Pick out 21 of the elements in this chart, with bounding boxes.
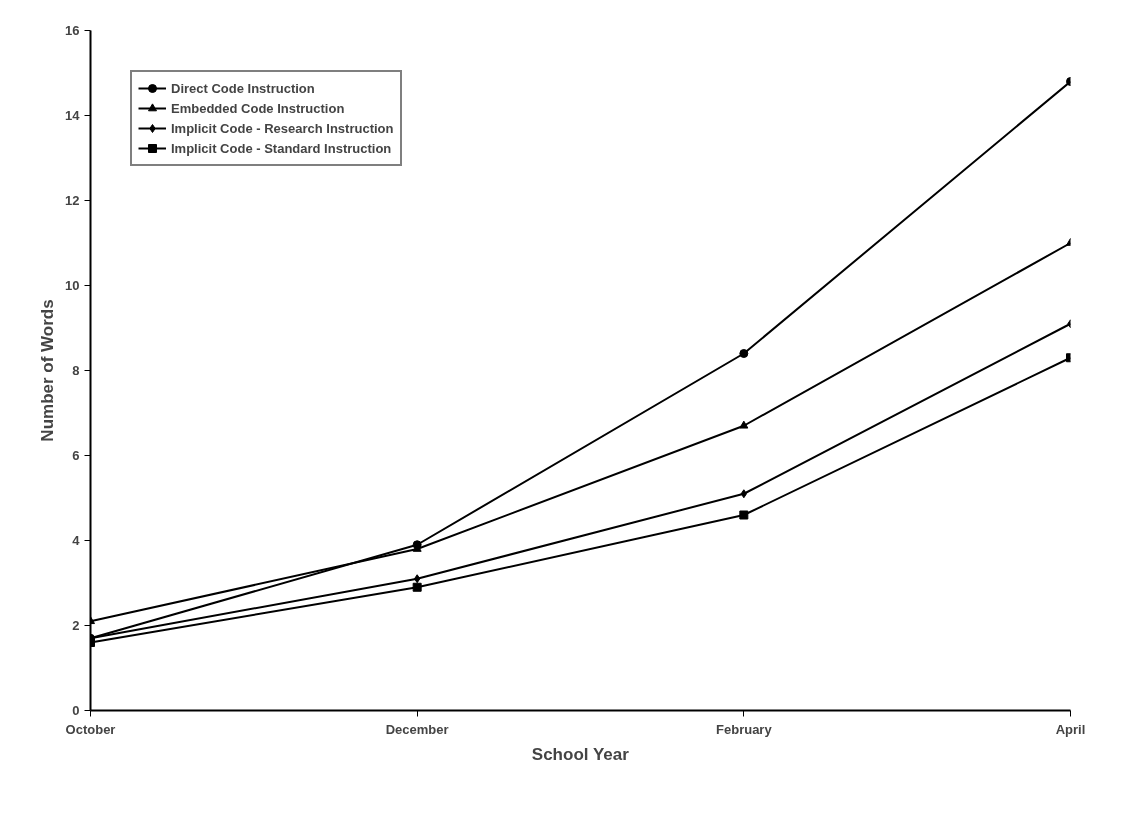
legend-label: Direct Code Instruction [171, 79, 315, 98]
legend-label: Implicit Code - Research Instruction [171, 119, 394, 138]
y-tick-label: 2 [72, 618, 80, 633]
x-tick-label: February [716, 721, 773, 737]
y-tick-label: 16 [65, 23, 80, 38]
legend-label: Implicit Code - Standard Instruction [171, 139, 392, 158]
y-axis-title: Number of Words [38, 299, 58, 442]
y-tick-label: 0 [72, 703, 80, 718]
point [740, 489, 747, 499]
y-tick-label: 10 [65, 278, 80, 293]
y-tick-label: 8 [72, 363, 80, 378]
y-tick-label: 14 [65, 108, 81, 123]
x-tick-label: December [385, 721, 449, 737]
legend-label: Embedded Code Instruction [171, 99, 345, 118]
x-tick-label: April [1055, 721, 1086, 737]
point [414, 574, 421, 584]
x-axis-title: School Year [531, 744, 630, 764]
y-tick-label: 4 [72, 533, 81, 548]
x-tick-label: October [65, 721, 116, 737]
y-tick-label: 12 [65, 193, 80, 208]
y-tick-label: 6 [72, 448, 80, 463]
